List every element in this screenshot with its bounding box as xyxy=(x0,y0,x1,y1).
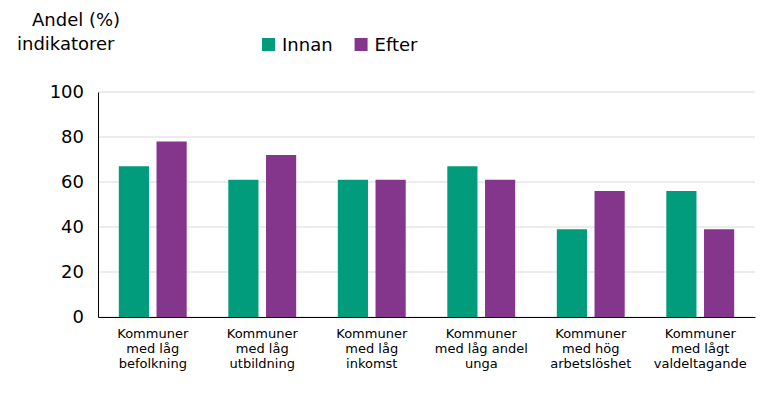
y-tick: 20 xyxy=(61,261,98,282)
y-tick: 100 xyxy=(50,81,98,102)
legend-item: Efter xyxy=(355,34,419,55)
legend-label: Efter xyxy=(375,34,419,55)
x-tick: Kommunermed lågtvaldeltagande xyxy=(654,317,747,371)
bar xyxy=(557,229,587,317)
legend-swatch xyxy=(262,38,275,51)
bar xyxy=(228,180,258,317)
x-tick: Kommunermed lågutbildning xyxy=(227,317,299,371)
legend: Innan Efter xyxy=(262,34,418,55)
x-axis-line xyxy=(99,317,756,318)
x-tick: Kommunermed högarbetslöshet xyxy=(550,317,631,371)
x-tick-label: Kommunermed lågbefolkning xyxy=(117,326,189,371)
y-axis-line xyxy=(98,93,99,318)
bar xyxy=(338,180,368,317)
legend-item: Innan xyxy=(262,34,333,55)
y-tick-label: 0 xyxy=(73,306,84,327)
x-tick-label: Kommunermed låginkomst xyxy=(336,326,408,371)
x-axis: Kommunermed lågbefolkning Kommunermed låg… xyxy=(99,317,756,371)
plot: 020406080100Kommunermed lågbefolkningKom… xyxy=(50,81,756,371)
series xyxy=(157,142,735,318)
y-tick-label: 100 xyxy=(50,81,84,102)
x-tick: Kommunermed låginkomst xyxy=(336,317,408,371)
x-tick-label: Kommunermed låg andelunga xyxy=(435,326,528,371)
y-tick-label: 40 xyxy=(61,216,84,237)
series xyxy=(119,166,697,317)
grid-line xyxy=(98,272,755,273)
bar xyxy=(666,191,696,317)
legend-label: Innan xyxy=(282,34,333,55)
bar xyxy=(595,191,625,317)
y-tick-label: 80 xyxy=(61,126,84,147)
bar xyxy=(119,166,149,317)
grid-line xyxy=(98,317,755,318)
grid-line xyxy=(98,182,755,183)
y-axis-title: Andel (%)indikatorer xyxy=(17,9,120,54)
bar xyxy=(266,155,296,317)
bar xyxy=(485,180,515,317)
x-tick: Kommunermed lågbefolkning xyxy=(117,317,189,371)
legend-swatch xyxy=(355,38,368,51)
bar xyxy=(376,180,406,317)
grid-line xyxy=(98,137,755,138)
bar xyxy=(157,142,187,318)
chart: 020406080100Kommunermed lågbefolkningKom… xyxy=(0,0,770,395)
y-axis: 0 20 40 60 80 100 xyxy=(50,81,99,327)
bar xyxy=(447,166,477,317)
grid-line xyxy=(98,92,755,93)
grid xyxy=(98,92,755,317)
y-tick: 60 xyxy=(61,171,98,192)
x-tick-label: Kommunermed lågutbildning xyxy=(227,326,299,371)
y-tick-label: 20 xyxy=(61,261,84,282)
y-tick: 40 xyxy=(61,216,98,237)
y-tick: 80 xyxy=(61,126,98,147)
y-tick: 0 xyxy=(73,306,98,327)
bar xyxy=(704,229,734,317)
x-tick: Kommunermed låg andelunga xyxy=(435,317,528,371)
grid-line xyxy=(98,227,755,228)
y-tick-label: 60 xyxy=(61,171,84,192)
bars xyxy=(119,142,734,318)
x-tick-label: Kommunermed högarbetslöshet xyxy=(550,326,631,371)
x-tick-label: Kommunermed lågtvaldeltagande xyxy=(654,326,747,371)
